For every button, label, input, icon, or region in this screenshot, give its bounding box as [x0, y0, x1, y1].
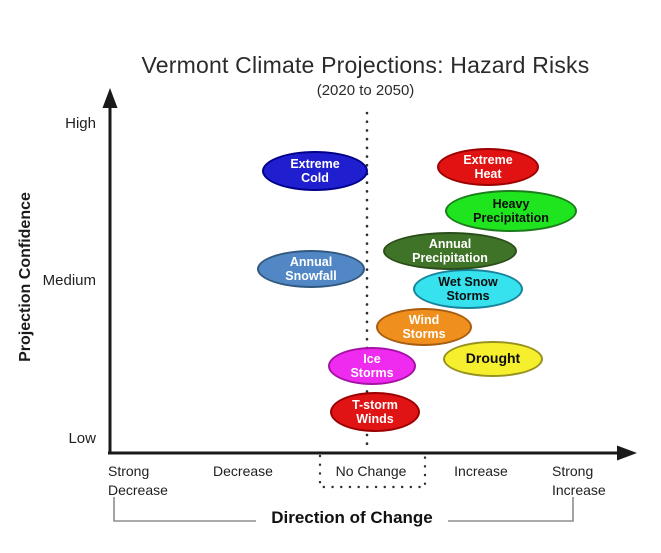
chart-title: Vermont Climate Projections: Hazard Risk… — [141, 52, 590, 78]
y-tick-high: High — [65, 115, 96, 132]
hazard-ellipse-ice-storms: Ice Storms — [328, 347, 416, 385]
x-axis-arrowhead — [617, 445, 637, 461]
hazard-ellipse-wet-snow-storms: Wet Snow Storms — [413, 269, 523, 309]
hazard-ellipse-wind-storms: Wind Storms — [376, 308, 472, 346]
direction-bracket — [113, 497, 574, 522]
x-tick-decrease: Decrease — [213, 463, 273, 479]
x-tick-strong-increase: Strong Increase — [552, 463, 606, 499]
x-tick-increase: Increase — [454, 463, 508, 479]
x-tick-strong-decrease: Strong Decrease — [108, 463, 168, 499]
x-axis-title: Direction of Change — [271, 508, 433, 527]
y-tick-medium: Medium — [42, 272, 96, 289]
hazard-ellipse-annual-snowfall: Annual Snowfall — [257, 250, 365, 288]
hazard-ellipse-heavy-precipitation: Heavy Precipitation — [445, 190, 577, 232]
y-tick-low: Low — [68, 430, 96, 447]
chart-subtitle: (2020 to 2050) — [316, 82, 415, 99]
hazard-ellipse-extreme-cold: Extreme Cold — [262, 151, 368, 191]
hazard-ellipse-t-storm-winds: T-storm Winds — [330, 392, 420, 432]
x-tick-no-change: No Change — [335, 463, 407, 479]
hazard-ellipse-extreme-heat: Extreme Heat — [437, 148, 539, 186]
hazard-ellipse-drought: Drought — [443, 341, 543, 377]
y-axis-arrowhead — [102, 88, 118, 108]
hazard-ellipse-annual-precipitation: Annual Precipitation — [383, 232, 517, 270]
